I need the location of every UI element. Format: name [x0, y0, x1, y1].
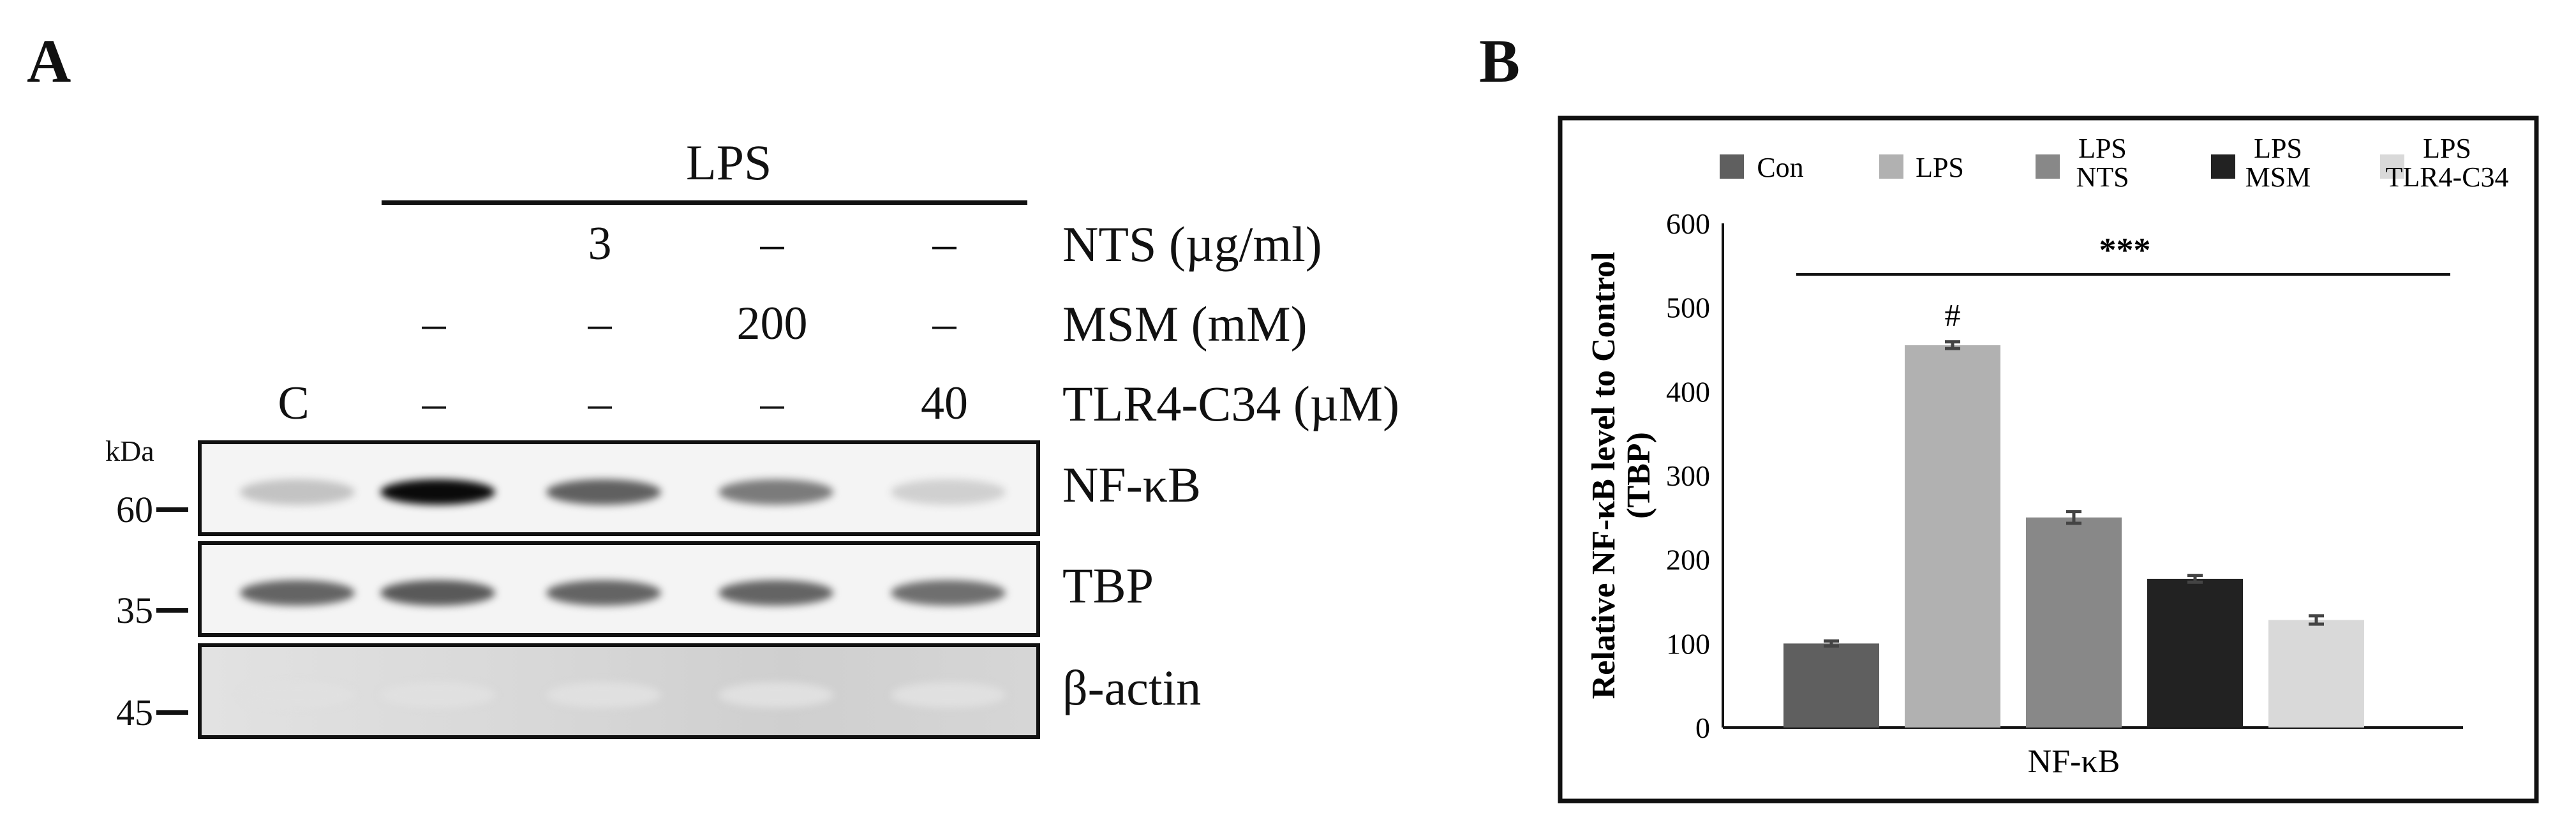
blot-band: [380, 580, 495, 606]
blot-0: [198, 440, 1040, 536]
y-axis-label: Relative NF-κB level to Control: [1586, 252, 1622, 699]
legend-label: LPS: [1916, 152, 1964, 183]
blot-2: [198, 643, 1040, 739]
condition-value: –: [760, 377, 784, 429]
x-axis-label: NF-κB: [2028, 743, 2120, 780]
legend-label: LPS: [2078, 133, 2127, 164]
legend-swatch: [1720, 154, 1744, 179]
bar-lps-tlr4-c34: [2268, 620, 2364, 728]
y-tick-label: 100: [1666, 627, 1710, 660]
condition-value: 40: [921, 377, 968, 429]
bar-lps-nts: [2026, 517, 2122, 728]
y-axis-label-unit: (TBP): [1621, 432, 1657, 519]
error-bar: [2066, 510, 2081, 525]
legend-swatch: [2036, 154, 2060, 179]
legend-label: LPS: [2254, 133, 2302, 164]
legend-label-line2: TLR4-C34: [2385, 161, 2508, 193]
significance-stars: ***: [2099, 231, 2151, 269]
y-tick-label: 0: [1695, 712, 1710, 744]
condition-value: –: [932, 297, 957, 350]
blot-band: [718, 580, 833, 606]
blot-label: β-actin: [1062, 660, 1202, 715]
error-bar: [2187, 574, 2203, 584]
bar-lps-msm: [2147, 578, 2243, 728]
condition-value: –: [422, 297, 446, 350]
blot-label: TBP: [1062, 558, 1154, 613]
y-tick-label: 300: [1666, 459, 1710, 492]
blot-1: [198, 541, 1040, 637]
chart-axes: 0 100 200 300 400 500 600: [1666, 207, 2463, 744]
legend-label-line2: NTS: [2076, 161, 2129, 193]
hash-annotation: #: [1945, 297, 1961, 333]
legend-swatch: [2211, 154, 2235, 179]
chart-bars: [1783, 340, 2364, 728]
condition-value: –: [422, 377, 446, 429]
y-tick-label: 500: [1666, 292, 1710, 324]
legend-label: Con: [1757, 152, 1803, 183]
legend-label-line2: MSM: [2245, 161, 2311, 193]
blot-band: [240, 580, 355, 606]
blot-band: [240, 682, 355, 708]
lps-line: [382, 200, 1027, 205]
condition-value: –: [588, 377, 612, 429]
blot-band: [891, 580, 1006, 606]
bar-con: [1783, 643, 1879, 728]
legend-swatch: [2380, 154, 2404, 179]
condition-value: –: [588, 297, 612, 350]
mw-marker-tick: [156, 710, 188, 715]
condition-row-label: NTS (µg/ml): [1062, 216, 1322, 272]
blot-band: [380, 479, 495, 505]
error-bar: [1824, 639, 1839, 648]
blot-band: [546, 479, 661, 505]
condition-value: 3: [588, 218, 612, 270]
blot-label: NF-κB: [1062, 457, 1202, 512]
legend-swatch: [1879, 154, 1903, 179]
mw-marker-tick: [156, 608, 188, 613]
y-tick-label: 600: [1666, 207, 1710, 240]
legend-label: LPS: [2423, 133, 2471, 164]
mw-marker-label: 45: [116, 692, 153, 733]
condition-value: –: [932, 218, 957, 270]
condition-value: C: [278, 377, 309, 429]
y-axis-label-group: Relative NF-κB level to Control (TBP): [1586, 252, 1657, 699]
mw-marker-label: 35: [116, 590, 153, 631]
blot-band: [546, 580, 661, 606]
condition-row-label: TLR4-C34 (µM): [1062, 376, 1400, 431]
panel-a-label: A: [27, 27, 71, 95]
condition-value: 200: [736, 297, 808, 350]
kda-label: kDa: [105, 435, 154, 467]
blot-band: [718, 479, 833, 505]
blot-band: [718, 682, 833, 708]
blot-band: [891, 479, 1006, 505]
panel-b-label: B: [1479, 27, 1521, 95]
blot-band: [240, 479, 355, 505]
mw-marker-label: 60: [116, 489, 153, 530]
y-tick-label: 400: [1666, 375, 1710, 408]
blot-band: [546, 682, 661, 708]
mw-marker-tick: [156, 507, 188, 512]
error-bar: [1945, 340, 1960, 350]
bar-lps: [1905, 345, 2000, 728]
condition-value: –: [760, 218, 784, 270]
blot-band: [380, 682, 495, 708]
condition-row-label: MSM (mM): [1062, 296, 1307, 352]
lps-label: LPS: [686, 135, 772, 190]
error-bar: [2309, 614, 2324, 626]
blot-band: [891, 682, 1006, 708]
y-tick-label: 200: [1666, 544, 1710, 576]
